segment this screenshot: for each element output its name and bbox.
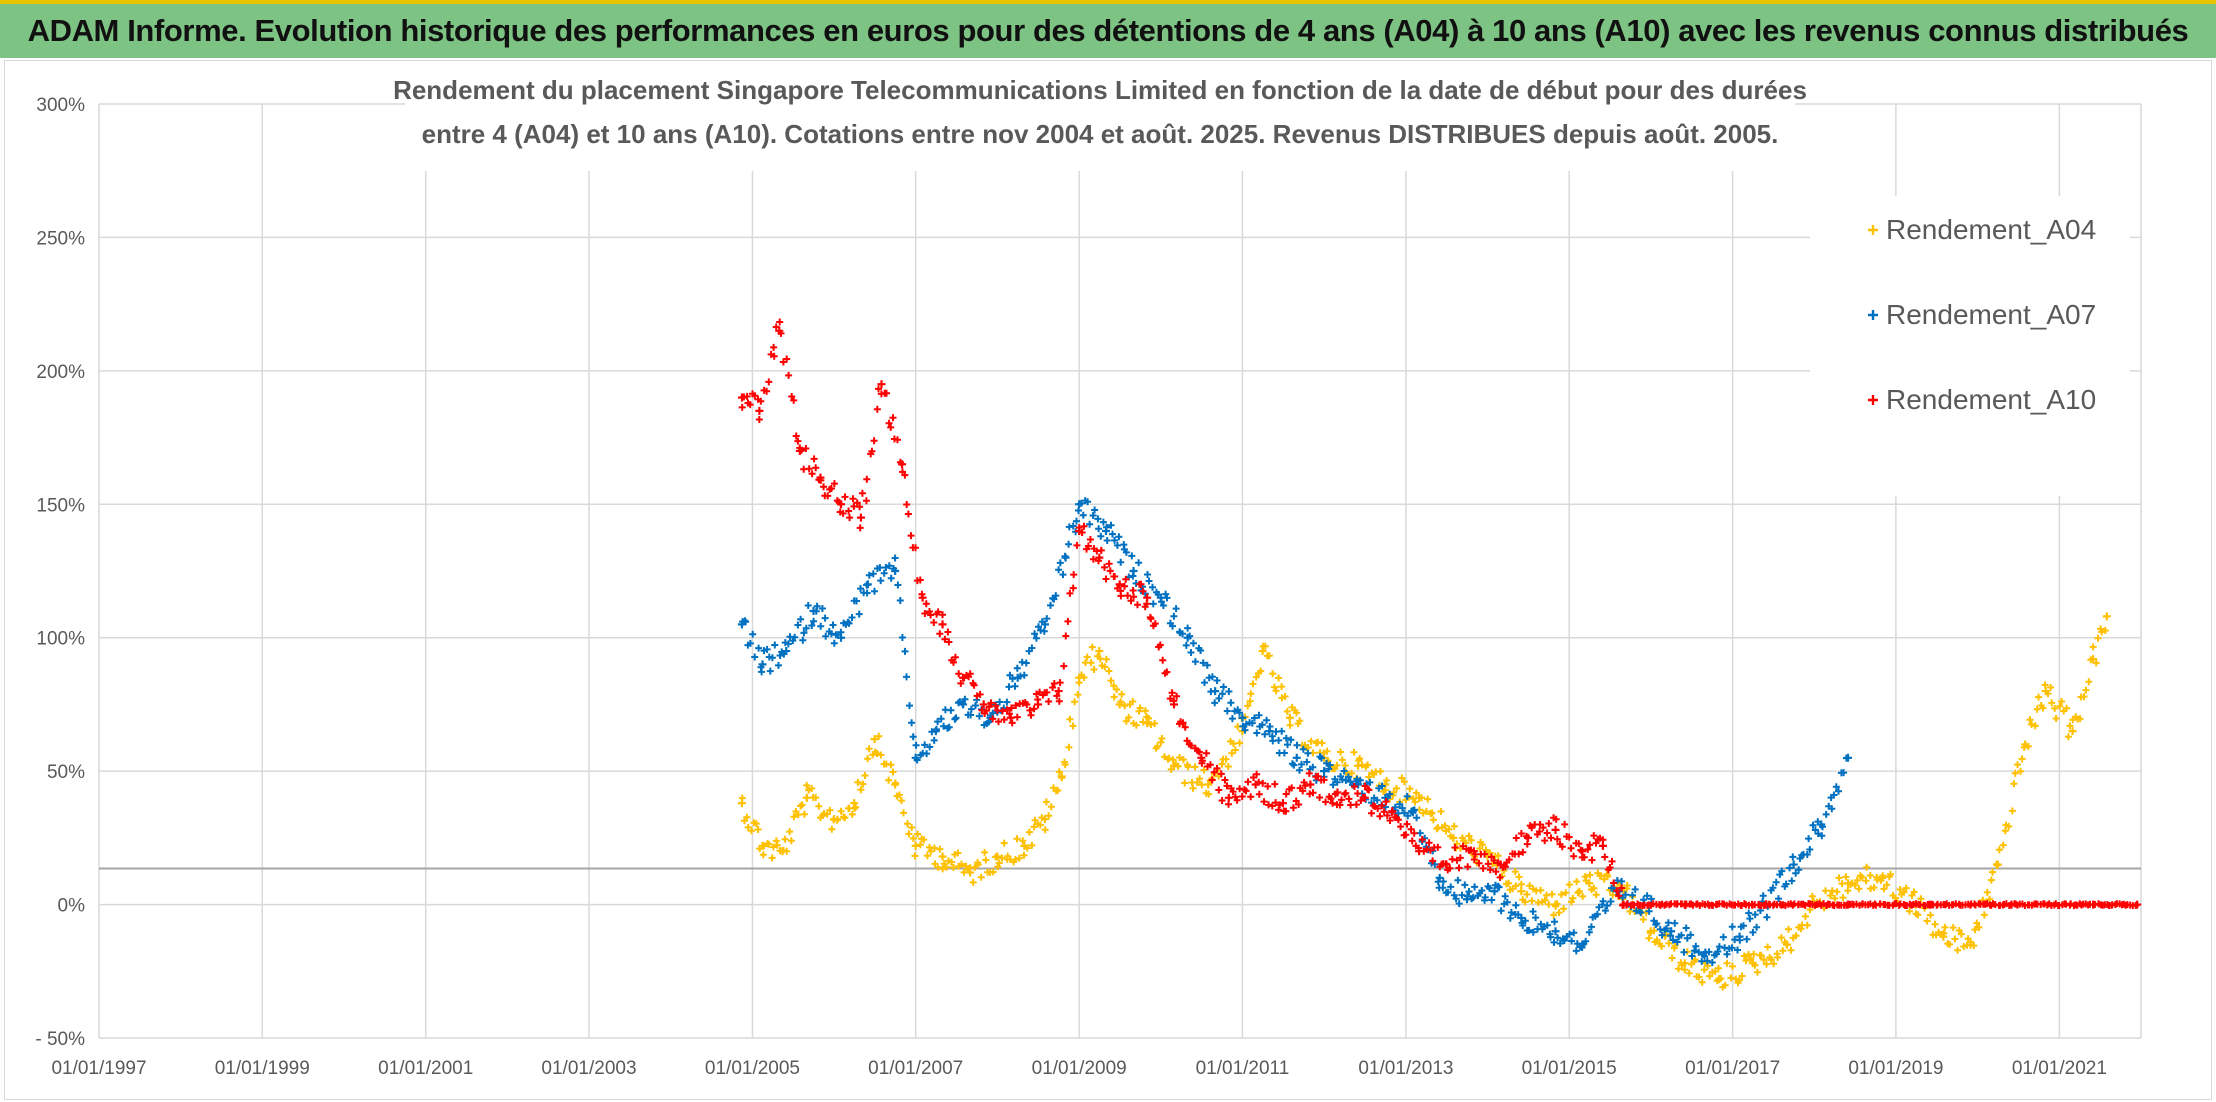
data-point [1306,780,1315,789]
x-tick-label: 01/01/2015 [1522,1058,1617,1079]
data-point [1204,780,1213,789]
data-point [2102,612,2111,621]
report-title: ADAM Informe. Evolution historique des p… [27,13,2189,48]
data-point [1006,713,1015,722]
y-tick-label: 100% [36,629,85,650]
data-point [938,852,947,861]
x-tick-label: 01/01/1999 [215,1058,310,1079]
data-point [938,620,947,629]
x-tick-label: 01/01/2013 [1358,1058,1453,1079]
series-Rendement_A04 [737,612,2111,991]
x-tick-label: 01/01/2009 [1032,1058,1127,1079]
report-header: ADAM Informe. Evolution historique des p… [0,0,2216,58]
y-tick-label: - 50% [35,1029,85,1050]
series-Rendement_A07 [737,497,1853,966]
data-point [2068,727,2077,736]
y-tick-label: 250% [36,228,85,249]
data-point [1517,887,1526,896]
data-point [1095,647,1104,656]
y-tick-label: 50% [47,762,85,783]
x-tick-label: 01/01/2003 [541,1058,636,1079]
legend-marker [1868,225,1878,235]
data-point [1143,719,1152,728]
x-tick-label: 01/01/2007 [868,1058,963,1079]
data-point [911,841,920,850]
data-point [1524,833,1533,842]
legend-marker [1868,395,1878,405]
legend: Rendement_A04 Rendement_A07 Rendement_A10 [1810,196,2130,496]
data-point [1292,753,1301,762]
series-trail-Rendement_A10 [738,318,2140,910]
data-point [1238,713,1247,722]
y-tick-label: 200% [36,362,85,383]
chart-title-line: Rendement du placement Singapore Telecom… [393,75,1807,105]
series-trail-Rendement_A04 [738,625,2109,991]
data-point [1285,713,1294,722]
chart-title: Rendement du placement Singapore Telecom… [393,61,1807,171]
data-point [1551,927,1560,936]
x-tick-label: 01/01/2001 [378,1058,473,1079]
grid-lines [98,103,2142,1039]
data-point [979,700,988,709]
data-point [856,513,865,522]
y-tick-label: 150% [36,495,85,516]
data-point [1435,873,1444,882]
series-Rendement_A10 [737,318,2142,910]
scatter-chart: 300% 250% 200% 150% 100% 50% 0% - 50% 01/01/199… [35,61,2142,1079]
legend-label: Rendement_A10 [1886,384,2096,415]
x-tick-label: 01/01/2005 [705,1058,800,1079]
data-point [1115,580,1124,589]
y-tick-label: 300% [36,95,85,116]
data-point [802,793,811,802]
data-point [877,380,886,389]
x-tick-label: 01/01/1997 [51,1058,146,1079]
chart-title-line: entre 4 (A04) et 10 ans (A10). Cotations… [422,119,1779,149]
data-point [870,735,879,744]
data-point [1224,793,1233,802]
data-point [1551,825,1560,834]
legend-marker [1868,310,1878,320]
series-trail-Rendement_A07 [739,497,1850,966]
y-axis-ticks: 300% 250% 200% 150% 100% 50% 0% - 50% [35,95,85,1050]
x-tick-label: 01/01/2019 [1848,1058,1943,1079]
data-point [1578,847,1587,856]
chart-area: 300% 250% 200% 150% 100% 50% 0% - 50% 01/01/199… [4,60,2212,1100]
data-point [1054,687,1063,696]
x-tick-label: 01/01/2021 [2012,1058,2107,1079]
y-tick-label: 0% [58,896,86,917]
data-series [737,318,2142,991]
x-axis-ticks: 01/01/1997 01/01/1999 01/01/2001 01/01/2003… [51,1058,2106,1079]
data-point [1789,860,1798,869]
data-point [755,406,764,415]
legend-label: Rendement_A07 [1886,299,2096,330]
x-tick-label: 01/01/2017 [1685,1058,1780,1079]
legend-label: Rendement_A04 [1886,214,2096,245]
x-tick-label: 01/01/2011 [1196,1058,1290,1079]
